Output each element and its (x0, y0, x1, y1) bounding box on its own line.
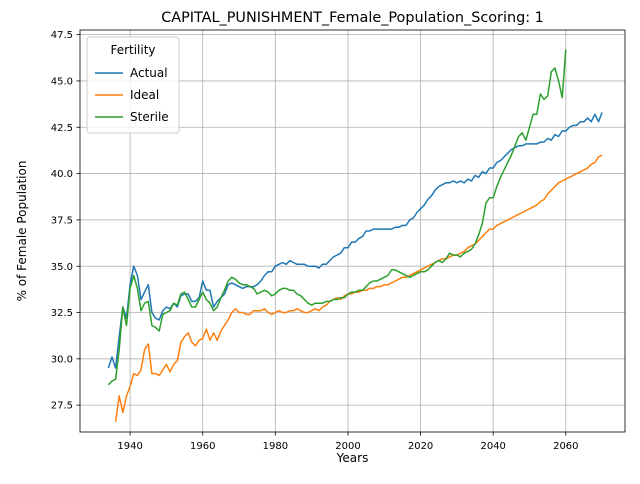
legend: Fertility Actual Ideal Sterile (86, 36, 180, 134)
y-tick-label: 40.0 (51, 169, 73, 180)
legend-label-sterile: Sterile (130, 110, 169, 124)
legend-items: Actual Ideal Sterile (95, 66, 169, 124)
series-line-sterile (107, 49, 567, 386)
legend-label-actual: Actual (130, 66, 168, 80)
x-tick-label: 1960 (190, 441, 215, 452)
y-tick-label: 32.5 (51, 308, 73, 319)
legend-box (86, 36, 180, 134)
y-tick-label: 42.5 (51, 123, 73, 134)
axis-ticks: 1940 1960 1980 2000 2020 2040 2060 27.5 30.0 32.5… (51, 30, 579, 452)
series-line-ideal (114, 154, 603, 422)
y-tick-label: 45.0 (51, 77, 73, 88)
x-tick-label: 2000 (335, 441, 360, 452)
x-tick-label: 2020 (408, 441, 433, 452)
x-tick-label: 1940 (117, 441, 142, 452)
y-tick-label: 37.5 (51, 215, 73, 226)
x-tick-label: 1980 (263, 441, 288, 452)
legend-label-ideal: Ideal (130, 88, 159, 102)
x-axis-label: Years (336, 451, 369, 465)
x-tick-label: 2040 (480, 441, 505, 452)
y-tick-label: 35.0 (51, 262, 73, 273)
grid-lines (80, 30, 625, 432)
plot-area-frame (79, 29, 626, 433)
y-tick-label: 27.5 (51, 401, 73, 412)
y-tick-label: 30.0 (51, 354, 73, 365)
series-line-actual (107, 112, 603, 369)
x-tick-label: 2060 (553, 441, 578, 452)
y-tick-label: 47.5 (51, 30, 73, 41)
y-axis-label: % of Female Population (15, 161, 29, 302)
series-lines (107, 49, 603, 422)
chart-title: CAPITAL_PUNISHMENT_Female_Population_Sco… (161, 10, 544, 26)
legend-title: Fertility (110, 43, 155, 57)
